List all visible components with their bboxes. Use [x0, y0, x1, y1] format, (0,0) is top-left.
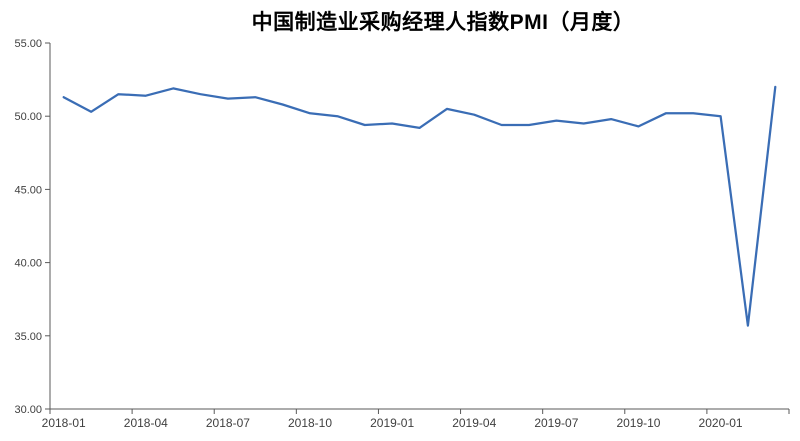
x-tick-label: 2019-01 [370, 416, 414, 430]
y-tick-label: 55.00 [14, 38, 42, 50]
x-tick-label: 2018-07 [206, 416, 250, 430]
x-tick-label: 2019-04 [452, 416, 496, 430]
x-tick-label: 2020-01 [699, 416, 743, 430]
pmi-series-line [62, 85, 777, 327]
y-tick-label: 45.00 [14, 184, 42, 196]
x-tick-label: 2018-04 [124, 416, 168, 430]
y-tick-label: 35.00 [14, 331, 42, 343]
y-tick-label: 30.00 [14, 404, 42, 416]
x-tick-label: 2019-10 [616, 416, 660, 430]
x-tick-label: 2018-10 [288, 416, 332, 430]
x-tick-label: 2018-01 [42, 416, 86, 430]
y-tick-label: 40.00 [14, 258, 42, 270]
chart-title: 中国制造业采购经理人指数PMI（月度） [251, 11, 635, 34]
y-tick-label: 50.00 [14, 111, 42, 123]
x-tick-label: 2019-07 [534, 416, 578, 430]
